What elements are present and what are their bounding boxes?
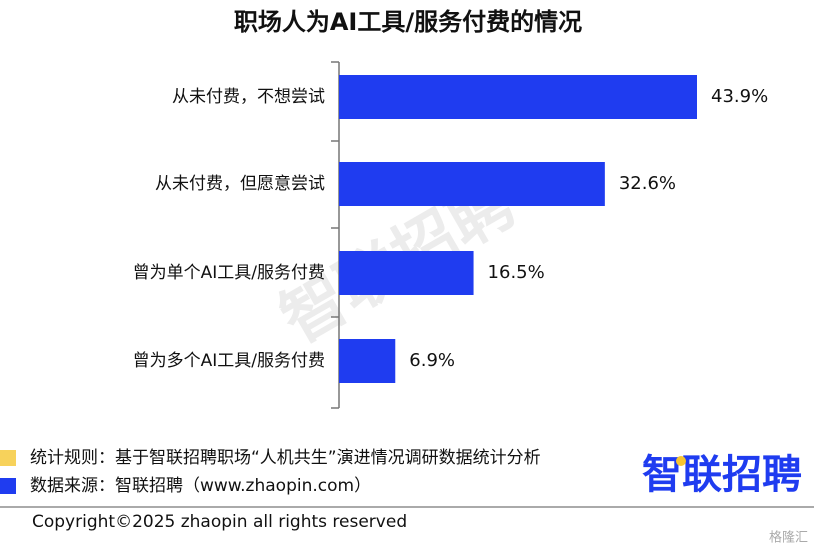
category-label: 曾为单个AI工具/服务付费 — [133, 263, 325, 283]
chart-title: 职场人为AI工具/服务付费的情况 — [234, 8, 582, 36]
value-label: 32.6% — [619, 173, 676, 194]
axis-ticks — [331, 61, 339, 409]
value-label: 6.9% — [409, 350, 455, 371]
footnote: 统计规则：基于智联招聘职场“人机共生”演进情况调研数据统计分析 — [30, 448, 541, 468]
category-label: 从未付费，但愿意尝试 — [155, 174, 325, 194]
copyright: Copyright©2025 zhaopin all rights reserv… — [32, 512, 407, 532]
logo: 智联招聘 — [642, 452, 802, 498]
bar — [339, 75, 697, 119]
logo-dot — [676, 456, 686, 466]
legend-swatch — [0, 478, 16, 494]
category-label: 曾为多个AI工具/服务付费 — [133, 351, 325, 371]
bar — [339, 339, 396, 383]
value-label: 16.5% — [488, 262, 545, 283]
bar — [339, 251, 474, 295]
bar — [339, 162, 605, 206]
footnote: 数据来源：智联招聘（www.zhaopin.com） — [30, 476, 371, 496]
corner-watermark: 格隆汇 — [769, 530, 808, 546]
category-label: 从未付费，不想尝试 — [172, 87, 325, 107]
value-label: 43.9% — [711, 86, 768, 107]
legend-swatch — [0, 450, 16, 466]
